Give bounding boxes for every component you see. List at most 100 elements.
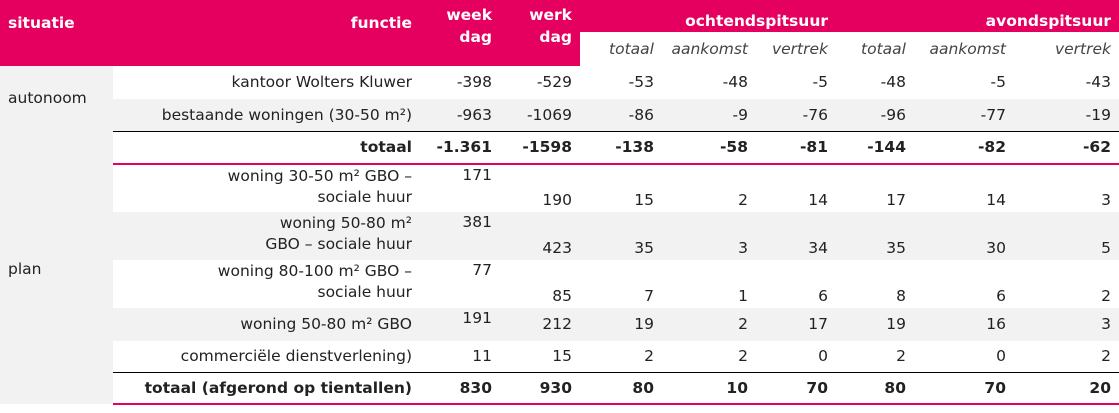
cell-weekdag: 171: [420, 163, 500, 212]
table-row: woning 50-80 m² GBO – sociale huur 381 4…: [0, 211, 1119, 260]
cell-ochtend-aankomst: -9: [662, 98, 756, 132]
subheader-ochtend-totaal: totaal: [580, 32, 662, 66]
cell-avond-vertrek: 2: [1014, 340, 1119, 373]
row-functie: bestaande woningen (30-50 m²): [113, 98, 420, 132]
cell-avond-vertrek: -19: [1014, 98, 1119, 132]
header-avondspitsuur: avondspitsuur: [836, 0, 1119, 33]
header-werkdag: werk dag: [529, 6, 572, 46]
row-functie: kantoor Wolters Kluwer: [113, 65, 420, 99]
cell-avond-aankomst: 14: [914, 163, 1014, 212]
cell-avond-vertrek: -62: [1014, 131, 1119, 165]
table-row: commerciële dienstverlening) 11 15 2 2 0…: [0, 340, 1119, 373]
cell-weekdag: 191: [420, 307, 500, 341]
cell-ochtend-totaal: 15: [580, 163, 662, 212]
cell-ochtend-aankomst: 2: [662, 163, 756, 212]
cell-avond-totaal: 19: [836, 307, 914, 341]
row-functie: woning 50-80 m² GBO: [113, 307, 420, 341]
header-weekdag: week dag: [446, 6, 492, 46]
cell-werkdag: -529: [500, 65, 580, 99]
row-functie: totaal: [113, 131, 420, 165]
cell-ochtend-vertrek: -5: [756, 65, 836, 99]
cell-avond-vertrek: 20: [1014, 372, 1119, 405]
cell-ochtend-aankomst: 2: [662, 307, 756, 341]
cell-avond-totaal: 2: [836, 340, 914, 373]
cell-ochtend-totaal: -86: [580, 98, 662, 132]
cell-avond-totaal: 80: [836, 372, 914, 405]
cell-ochtend-totaal: 19: [580, 307, 662, 341]
cell-ochtend-aankomst: 1: [662, 259, 756, 308]
cell-ochtend-totaal: 80: [580, 372, 662, 405]
subheader-avond-vertrek: vertrek: [1014, 32, 1119, 66]
cell-werkdag: 930: [500, 372, 580, 405]
cell-avond-vertrek: 3: [1014, 163, 1119, 212]
cell-werkdag: 15: [500, 340, 580, 373]
cell-werkdag: 190: [500, 163, 580, 212]
cell-avond-aankomst: -5: [914, 65, 1014, 99]
total-row: totaal (afgerond op tientallen) 830 930 …: [0, 372, 1119, 405]
table-row: plan woning 30-50 m² GBO – sociale huur …: [0, 163, 1119, 404]
table-row: autonoom kantoor Wolters Kluwer -398 -52…: [0, 65, 1119, 164]
cell-weekdag: -963: [420, 98, 500, 132]
row-functie: woning 30-50 m² GBO – sociale huur: [113, 163, 420, 212]
header-functie: functie: [350, 14, 412, 32]
cell-avond-vertrek: -43: [1014, 65, 1119, 99]
header-situatie: situatie: [8, 14, 75, 32]
cell-avond-aankomst: -82: [914, 131, 1014, 165]
cell-avond-totaal: 8: [836, 259, 914, 308]
cell-ochtend-totaal: -138: [580, 131, 662, 165]
cell-avond-aankomst: 70: [914, 372, 1014, 405]
cell-ochtend-totaal: 2: [580, 340, 662, 373]
cell-avond-totaal: -144: [836, 131, 914, 165]
cell-weekdag: 77: [420, 259, 500, 308]
cell-ochtend-totaal: 7: [580, 259, 662, 308]
cell-ochtend-vertrek: 34: [756, 211, 836, 260]
cell-werkdag: 423: [500, 211, 580, 260]
total-row: totaal -1.361 -1598 -138 -58 -81 -144 -8…: [0, 131, 1119, 165]
cell-ochtend-aankomst: 10: [662, 372, 756, 405]
table-row: woning 50-80 m² GBO 191 212 19 2 17 19 1…: [0, 307, 1119, 341]
cell-weekdag: 381: [420, 211, 500, 260]
cell-avond-totaal: 17: [836, 163, 914, 212]
table-row: bestaande woningen (30-50 m²) -963 -1069…: [0, 98, 1119, 132]
cell-ochtend-aankomst: 3: [662, 211, 756, 260]
cell-werkdag: -1598: [500, 131, 580, 165]
subheader-avond-aankomst: aankomst: [914, 32, 1014, 66]
row-functie: commerciële dienstverlening): [113, 340, 420, 373]
cell-ochtend-vertrek: -81: [756, 131, 836, 165]
subheader-ochtend-vertrek: vertrek: [756, 32, 836, 66]
cell-werkdag: 212: [500, 307, 580, 341]
cell-avond-aankomst: -77: [914, 98, 1014, 132]
row-functie: woning 80-100 m² GBO – sociale huur: [113, 259, 420, 308]
row-functie: totaal (afgerond op tientallen): [113, 372, 420, 405]
cell-ochtend-vertrek: 6: [756, 259, 836, 308]
cell-ochtend-aankomst: -58: [662, 131, 756, 165]
cell-ochtend-vertrek: 70: [756, 372, 836, 405]
cell-weekdag: -398: [420, 65, 500, 99]
cell-avond-totaal: -48: [836, 65, 914, 99]
cell-avond-aankomst: 0: [914, 340, 1014, 373]
cell-avond-totaal: -96: [836, 98, 914, 132]
cell-werkdag: 85: [500, 259, 580, 308]
cell-avond-aankomst: 16: [914, 307, 1014, 341]
cell-weekdag: -1.361: [420, 131, 500, 165]
subheader-avond-totaal: totaal: [836, 32, 914, 66]
cell-ochtend-vertrek: 14: [756, 163, 836, 212]
cell-weekdag: 830: [420, 372, 500, 405]
cell-ochtend-totaal: -53: [580, 65, 662, 99]
cell-werkdag: -1069: [500, 98, 580, 132]
cell-ochtend-vertrek: -76: [756, 98, 836, 132]
table-row: woning 80-100 m² GBO – sociale huur 77 8…: [0, 259, 1119, 308]
cell-avond-totaal: 35: [836, 211, 914, 260]
cell-avond-vertrek: 2: [1014, 259, 1119, 308]
header-row: situatie functie week dag werk dag ochte…: [0, 0, 1119, 46]
cell-ochtend-vertrek: 0: [756, 340, 836, 373]
cell-avond-vertrek: 5: [1014, 211, 1119, 260]
row-functie: woning 50-80 m² GBO – sociale huur: [113, 211, 420, 260]
cell-ochtend-aankomst: 2: [662, 340, 756, 373]
cell-avond-aankomst: 6: [914, 259, 1014, 308]
group-label-autonoom: autonoom: [0, 65, 113, 164]
group-label-plan: plan: [0, 163, 113, 404]
cell-ochtend-vertrek: 17: [756, 307, 836, 341]
cell-avond-aankomst: 30: [914, 211, 1014, 260]
